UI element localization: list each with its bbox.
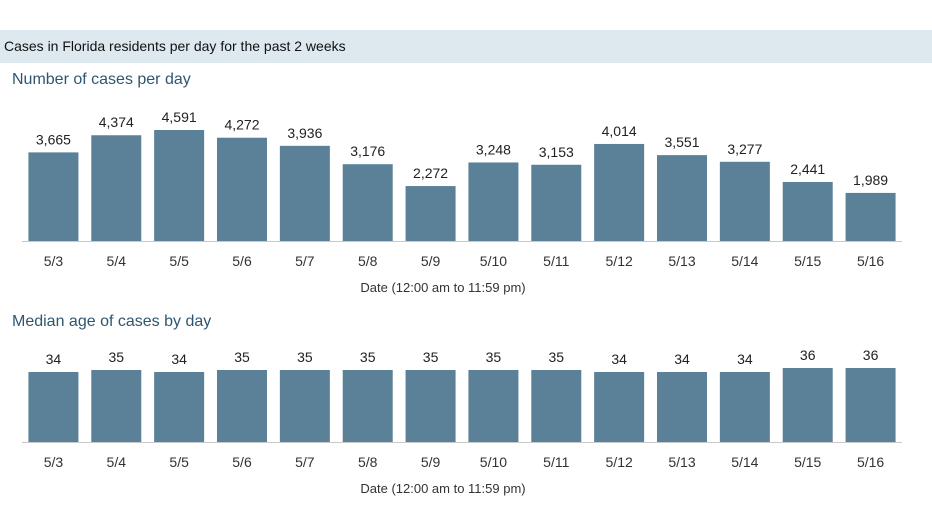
x-tick-label: 5/13: [668, 253, 695, 269]
x-tick-label: 5/5: [169, 253, 189, 269]
cases-bar-chart: 3,665 5/3 4,374 5/4 4,591 5/5 4,272 5/6 3,936 5/7…: [22, 109, 902, 295]
bar: [217, 137, 267, 241]
x-tick-label: 5/15: [794, 454, 821, 470]
bar: [657, 372, 707, 442]
bar: [405, 370, 456, 442]
bar: [91, 370, 142, 442]
x-tick-label: 5/9: [421, 253, 441, 269]
data-label: 2,272: [413, 165, 448, 181]
x-tick-label: 5/8: [358, 454, 378, 470]
data-label: 3,176: [350, 143, 385, 159]
data-label: 3,936: [287, 125, 322, 141]
bar: [468, 370, 519, 442]
bar: [657, 155, 707, 241]
bar: [845, 368, 896, 442]
x-tick-label: 5/14: [731, 454, 758, 470]
x-axis-title: Date (12:00 am to 11:59 pm): [360, 481, 525, 496]
bar: [845, 192, 896, 241]
x-tick-label: 5/12: [606, 253, 633, 269]
data-label: 34: [737, 351, 753, 367]
age-chart-title: Median age of cases by day: [12, 313, 212, 330]
x-tick-label: 5/11: [543, 454, 569, 470]
x-tick-label: 5/5: [169, 454, 189, 470]
data-label: 35: [486, 349, 502, 365]
bar: [782, 181, 833, 241]
data-label: 4,272: [224, 117, 259, 133]
data-label: 35: [108, 349, 124, 365]
data-label: 36: [863, 347, 879, 363]
bar: [531, 370, 582, 442]
data-label: 3,665: [36, 131, 71, 147]
bar: [405, 186, 456, 241]
bar: [594, 143, 645, 241]
x-tick-label: 5/3: [44, 454, 64, 470]
data-label: 4,374: [99, 114, 134, 130]
data-label: 4,014: [602, 123, 637, 139]
bar: [531, 164, 582, 241]
x-tick-label: 5/14: [731, 253, 758, 269]
header-title: Cases in Florida residents per day for t…: [4, 38, 346, 54]
cases-chart-title: Number of cases per day: [12, 71, 191, 88]
bar: [594, 372, 645, 442]
header-bar: Cases in Florida residents per day for t…: [0, 30, 932, 63]
x-tick-label: 5/8: [358, 253, 378, 269]
data-label: 3,153: [539, 144, 574, 160]
data-label: 34: [171, 351, 187, 367]
bar: [91, 135, 142, 241]
bar: [782, 368, 833, 442]
x-tick-label: 5/13: [668, 454, 695, 470]
x-tick-label: 5/9: [421, 454, 441, 470]
data-label: 34: [46, 351, 62, 367]
data-label: 1,989: [853, 172, 888, 188]
x-axis-title: Date (12:00 am to 11:59 pm): [360, 280, 525, 295]
x-tick-label: 5/7: [295, 454, 315, 470]
bar: [279, 370, 330, 442]
x-tick-label: 5/6: [232, 253, 252, 269]
x-tick-label: 5/10: [480, 454, 507, 470]
data-label: 3,248: [476, 141, 511, 157]
bar: [279, 145, 330, 241]
bar: [28, 372, 79, 442]
bar: [217, 370, 267, 442]
data-label: 36: [800, 347, 816, 363]
bar: [468, 162, 519, 241]
x-tick-label: 5/7: [295, 253, 315, 269]
x-tick-label: 5/11: [543, 253, 569, 269]
x-tick-label: 5/15: [794, 253, 821, 269]
data-label: 35: [360, 349, 376, 365]
data-label: 4,591: [162, 109, 197, 125]
x-tick-label: 5/16: [857, 454, 884, 470]
data-label: 35: [297, 349, 313, 365]
data-label: 3,551: [664, 134, 699, 150]
bar: [154, 130, 205, 241]
bar: [342, 164, 393, 241]
x-tick-label: 5/4: [107, 454, 127, 470]
bar: [342, 370, 393, 442]
x-tick-label: 5/6: [232, 454, 252, 470]
data-label: 3,277: [727, 141, 762, 157]
data-label: 34: [611, 351, 627, 367]
x-tick-label: 5/16: [857, 253, 884, 269]
data-label: 35: [548, 349, 564, 365]
bar: [28, 152, 79, 241]
age-bar-chart: 34 5/3 35 5/4 34 5/5 35 5/6 35 5/7 35 5/8 35 5/9 35 5/1…: [22, 347, 902, 496]
x-tick-label: 5/10: [480, 253, 507, 269]
bar: [154, 372, 205, 442]
bar: [719, 161, 770, 241]
data-label: 34: [674, 351, 690, 367]
x-tick-label: 5/3: [44, 253, 64, 269]
data-label: 35: [423, 349, 439, 365]
data-label: 35: [234, 349, 250, 365]
data-label: 2,441: [790, 161, 825, 177]
x-tick-label: 5/12: [606, 454, 633, 470]
x-tick-label: 5/4: [107, 253, 127, 269]
bar: [719, 372, 770, 442]
